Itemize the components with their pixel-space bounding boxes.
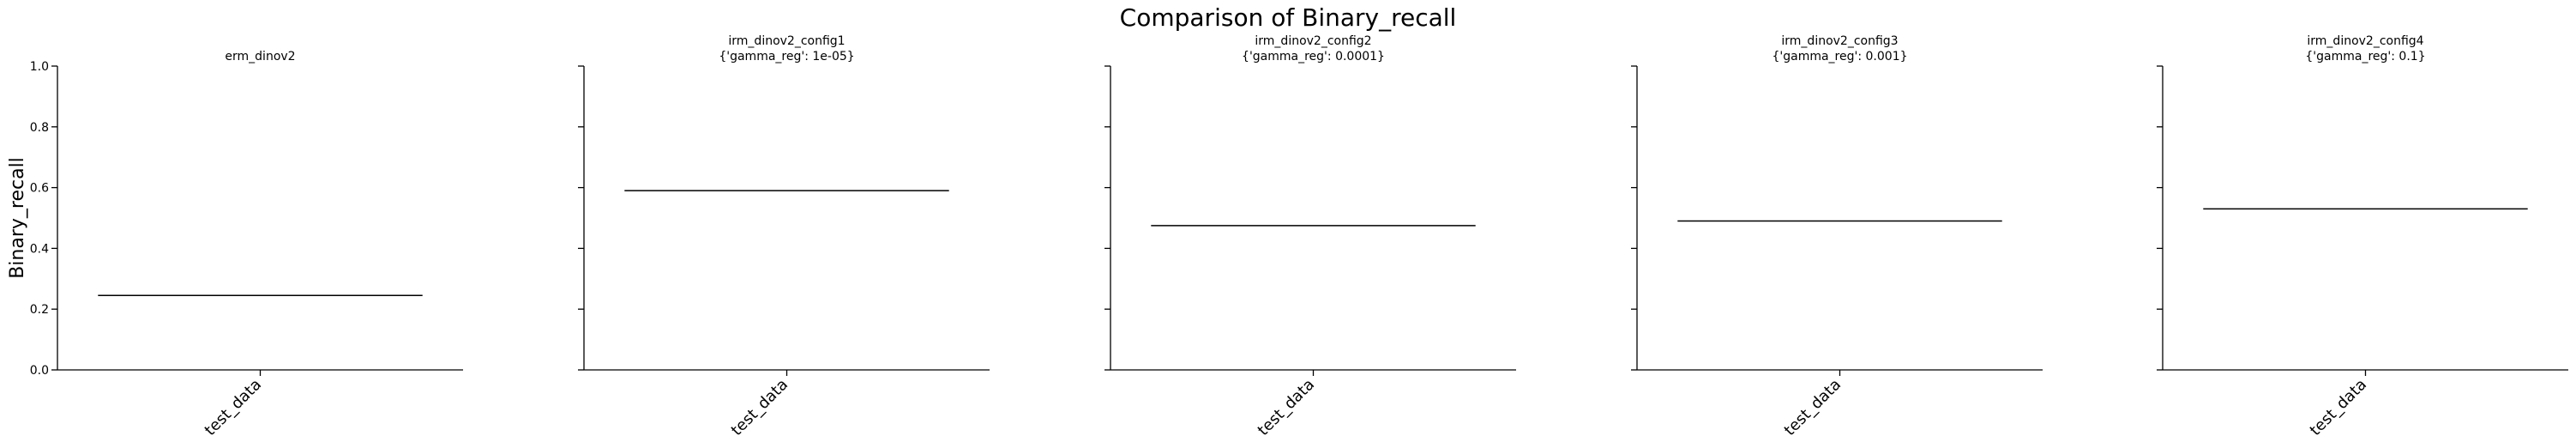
panel-subtitle: {'gamma_reg': 1e-05}	[719, 50, 854, 64]
x-tick-label: test_data	[202, 376, 265, 439]
y-tick-label: 0.2	[30, 303, 49, 317]
panels-group: 0.00.20.40.60.81.0erm_dinov2test_datairm…	[30, 34, 2568, 439]
panel-title: irm_dinov2_config4	[2307, 34, 2423, 48]
panel-title: irm_dinov2_config3	[1781, 34, 1898, 48]
y-tick-label: 1.0	[30, 60, 49, 74]
y-tick-label: 0.8	[30, 121, 49, 135]
chart-title: Comparison of Binary_recall	[1120, 3, 1457, 32]
panel-5: irm_dinov2_config4 {'gamma_reg': 0.1} test…	[2157, 34, 2568, 439]
panel-title: erm_dinov2	[225, 50, 295, 64]
panel-3: irm_dinov2_config2 {'gamma_reg': 0.0001} t…	[1104, 34, 1516, 439]
panel-subtitle: {'gamma_reg': 0.001}	[1772, 50, 1907, 64]
x-tick-label: test_data	[728, 376, 791, 439]
panel-2: irm_dinov2_config1 {'gamma_reg': 1e-05} te…	[578, 34, 990, 439]
x-tick-label: test_data	[1781, 376, 1845, 439]
x-tick-label: test_data	[1255, 376, 1318, 439]
y-tick-label: 0.4	[30, 242, 49, 256]
y-axis-label: Binary_recall	[7, 157, 28, 279]
y-tick-label: 0.0	[30, 364, 49, 378]
panel-subtitle: {'gamma_reg': 0.1}	[2305, 50, 2425, 64]
panel-4: irm_dinov2_config3 {'gamma_reg': 0.001} te…	[1631, 34, 2043, 439]
panel-1: 0.0 0.2 0.4 0.6 0.8 1.0 erm_dinov2 test_data	[30, 50, 463, 439]
x-tick-label: test_data	[2307, 376, 2370, 439]
panel-title: irm_dinov2_config1	[728, 34, 845, 48]
panel-subtitle: {'gamma_reg': 0.0001}	[1242, 50, 1385, 64]
panel-title: irm_dinov2_config2	[1255, 34, 1371, 48]
y-tick-label: 0.6	[30, 182, 49, 196]
